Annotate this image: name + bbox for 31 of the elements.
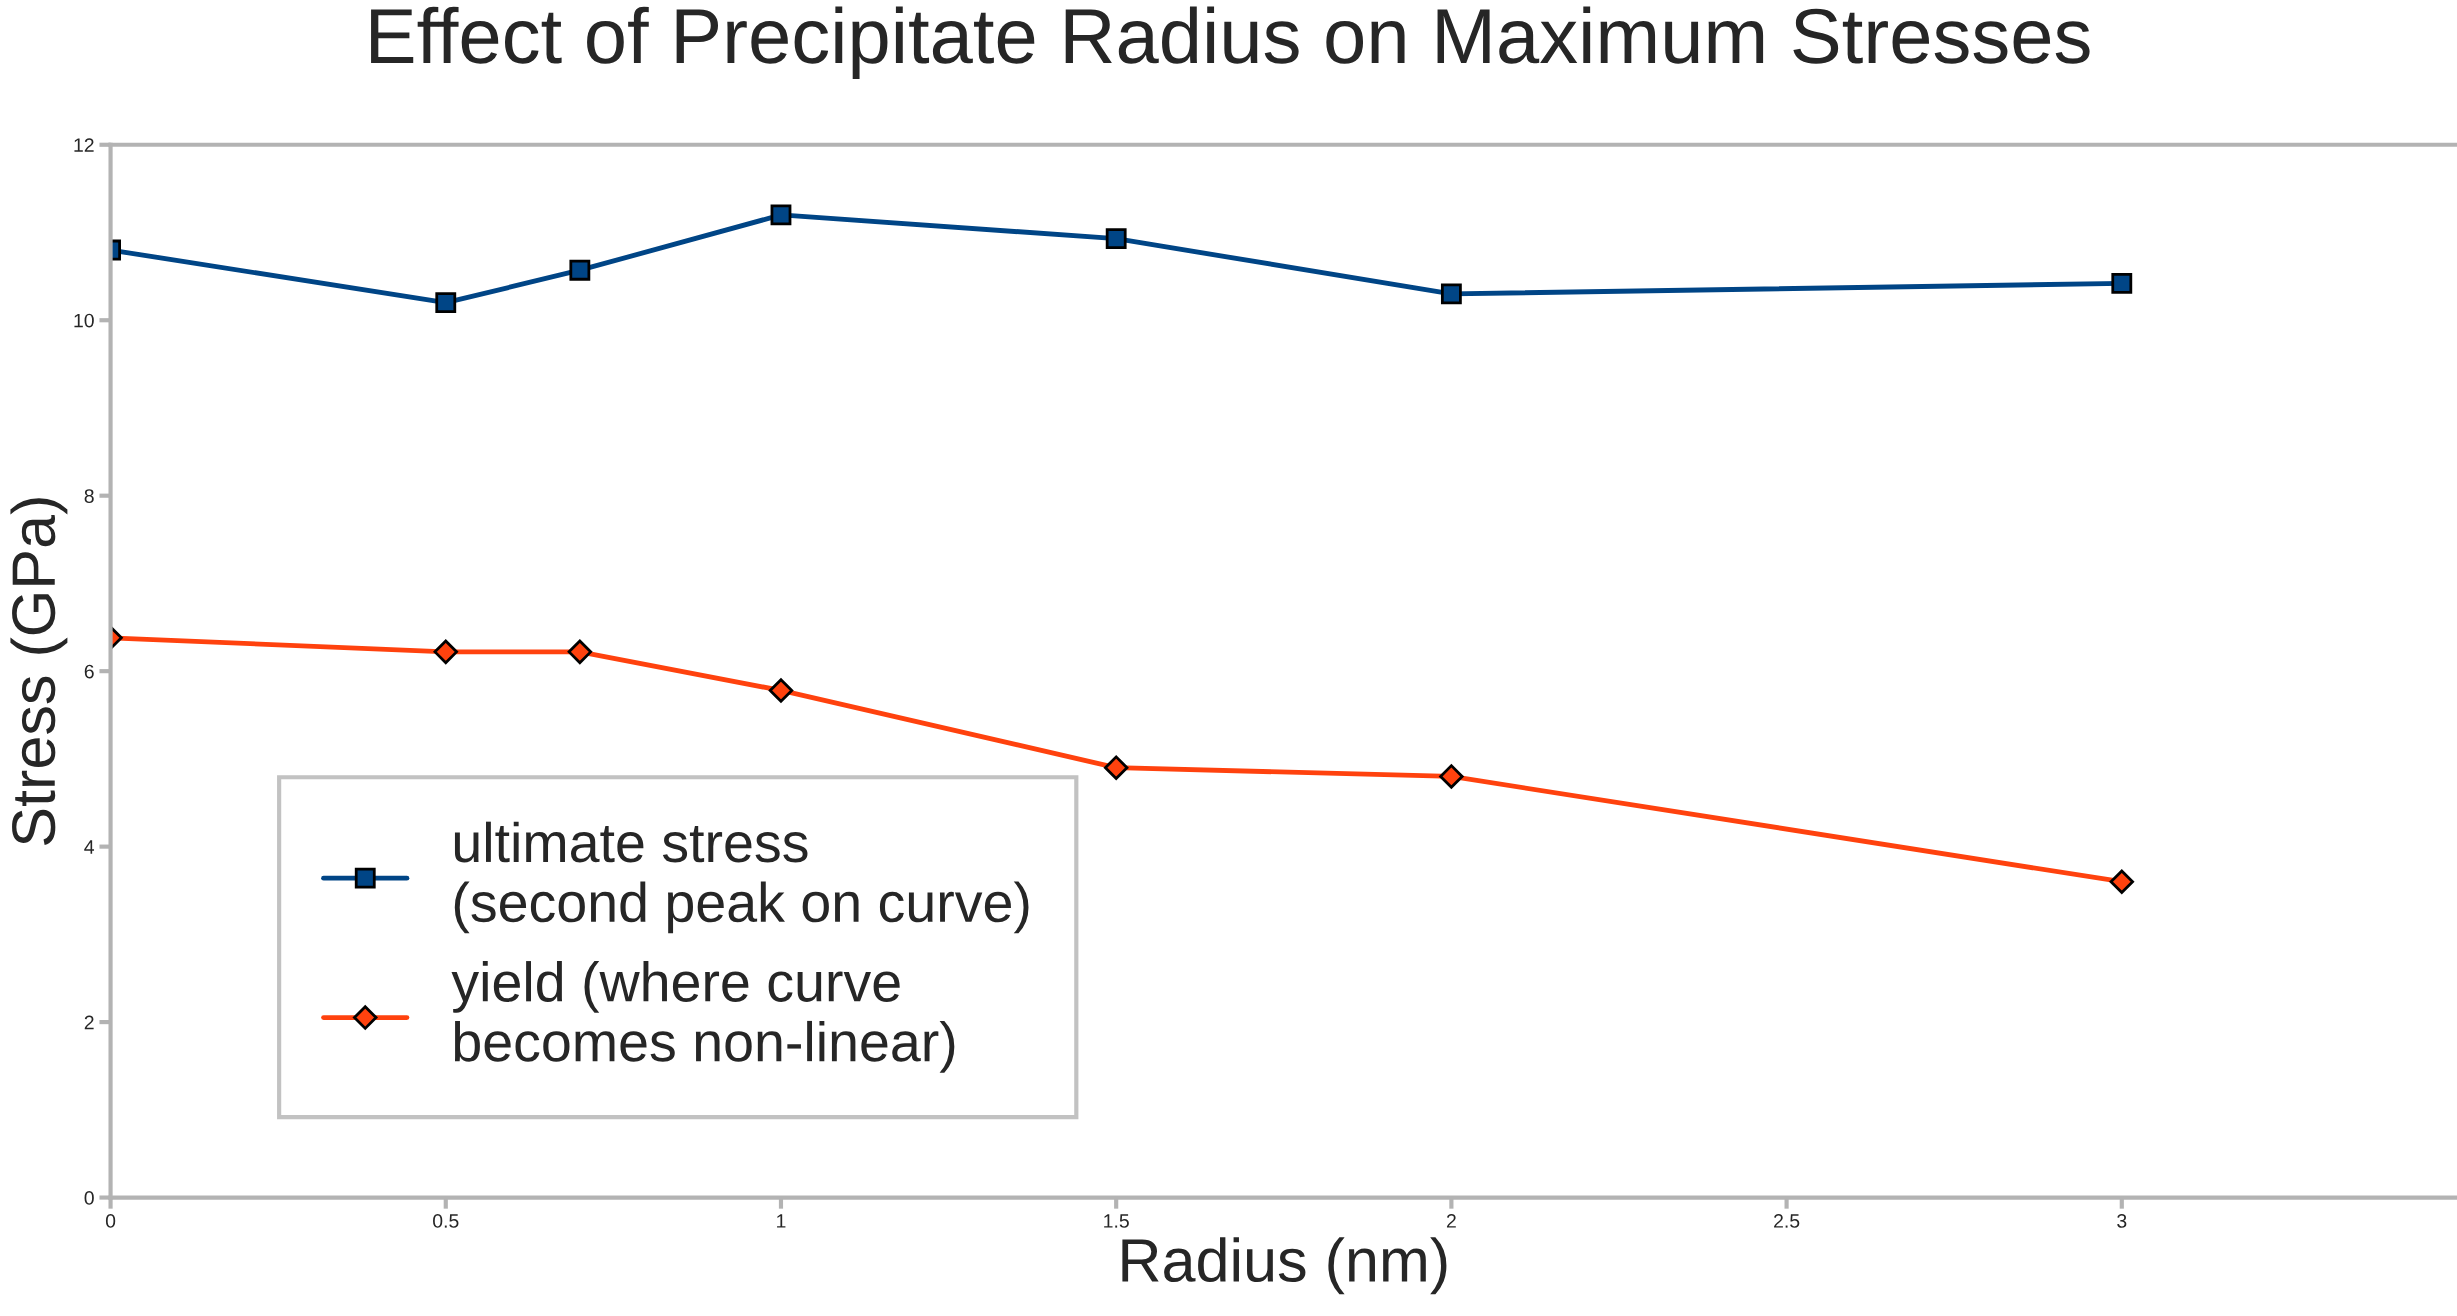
point — [567, 639, 593, 665]
y-tick-label: 6 — [84, 664, 94, 679]
y-tick-label: 10 — [74, 313, 94, 328]
point — [433, 639, 458, 665]
point — [768, 678, 794, 703]
point — [2109, 869, 2134, 894]
point — [1103, 755, 1129, 780]
y-tick-label: 4 — [84, 840, 95, 854]
x-tick-label: 1 — [777, 1214, 786, 1228]
y-tick-label: 2 — [84, 1015, 94, 1030]
x-tick-label: 2.5 — [1774, 1214, 1800, 1228]
point — [435, 292, 457, 314]
point — [1440, 283, 1462, 305]
x-axis-title: Radius (nm) — [1122, 1237, 1447, 1295]
y-tick-label: 8 — [84, 489, 94, 503]
point — [1439, 764, 1464, 789]
point — [1105, 228, 1127, 250]
point — [2111, 272, 2133, 294]
x-tick-label: 3 — [2117, 1214, 2127, 1228]
x-tick-label: 1.5 — [1104, 1214, 1129, 1228]
chart-title: Effect of Precipitate Radius on Maximum Stresses — [371, 6, 2090, 80]
y-axis-title: Stress (GPa) — [10, 498, 68, 845]
y-tick-label: 12 — [74, 138, 94, 152]
point — [770, 204, 792, 226]
legend-label: yield (where curve becomes non-linear) — [451, 961, 955, 1073]
x-tick-label: 0 — [105, 1214, 116, 1228]
legend-label: ultimate stress (second peak on curve) — [454, 821, 1029, 934]
point — [569, 259, 591, 281]
y-tick-label: 0 — [84, 1191, 94, 1205]
x-tick-label: 2 — [1446, 1214, 1456, 1228]
x-tick-label: 0.5 — [433, 1214, 459, 1228]
